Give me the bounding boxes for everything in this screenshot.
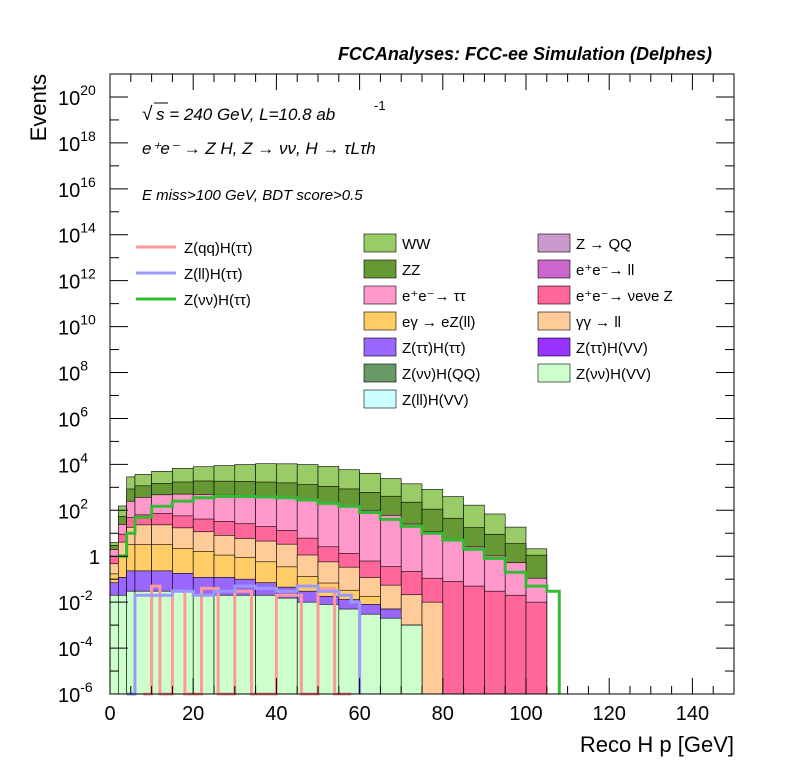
legend-fill-label: Z(νν)H(VV) <box>576 366 651 383</box>
legend-fill-swatch <box>363 389 397 409</box>
stack-bar <box>192 594 215 695</box>
legend-fill-label: Z(ττ)H(VV) <box>576 340 648 357</box>
y-tick-label: 1 <box>89 547 100 569</box>
legend-fill-label: Z(νν)H(QQ) <box>402 366 480 383</box>
legend-line-label: Z(ll)H(ττ) <box>184 266 243 283</box>
energy-lumi-exponent: -1 <box>374 98 386 113</box>
legend-fill-swatch <box>537 337 571 357</box>
stack-bar <box>442 581 464 695</box>
x-tick-label: 20 <box>182 703 204 725</box>
y-tick-label: 1010 <box>58 312 96 340</box>
x-axis-label: Reco H p [GeV] <box>580 732 734 757</box>
y-tick-label: 1018 <box>58 128 96 156</box>
y-tick-label: 1020 <box>58 82 96 110</box>
x-tick-label: 60 <box>348 703 370 725</box>
process-label: e⁺e⁻ → Z H, Z → νν, H → τLτh <box>142 139 376 158</box>
y-tick-label: 1016 <box>58 174 96 202</box>
stack-bar <box>109 594 119 695</box>
legend-fill-swatch <box>363 233 397 253</box>
legend-fill-swatch <box>537 363 571 383</box>
overlay-line-2 <box>118 494 561 694</box>
legend-fill-label: ZZ <box>402 262 420 279</box>
stack-bar <box>525 601 548 695</box>
legend-fill-label: e⁺e⁻→ ll <box>576 262 634 279</box>
y-tick-label: 1014 <box>58 220 96 248</box>
legend-fill-swatch <box>363 285 397 305</box>
y-tick-label: 102 <box>58 495 88 523</box>
stack-bar <box>276 597 298 695</box>
y-tick-label: 10-4 <box>58 633 93 661</box>
legend-fill-swatch <box>537 233 571 253</box>
x-tick-label: 120 <box>593 703 626 725</box>
y-tick-label: 10-2 <box>58 587 93 615</box>
selection-label: E miss>100 GeV, BDT score>0.5 <box>142 187 363 204</box>
stack-bar <box>380 617 402 695</box>
x-tick-label: 140 <box>676 703 709 725</box>
legend-line-label: Z(νν)H(ττ) <box>184 292 251 309</box>
stack-bar <box>421 601 444 695</box>
legend-fill-swatch <box>363 259 397 279</box>
legend-fill-swatch <box>363 311 397 331</box>
x-tick-label: 40 <box>265 703 287 725</box>
stack-bar <box>400 624 423 695</box>
legend: Z(qq)H(ττ) Z(ll)H(ττ) Z(νν)H(ττ) WW Z → QQ ZZ… <box>136 233 673 409</box>
stack-bar <box>463 585 485 695</box>
legend-fill-swatch <box>363 363 397 383</box>
y-tick-label: 104 <box>58 449 88 477</box>
overlay-line-1 <box>126 584 362 696</box>
legend-line-label: Z(qq)H(ττ) <box>184 240 253 257</box>
legend-fill-label: γγ → ll <box>576 314 621 331</box>
y-axis-label: Events <box>26 74 51 141</box>
legend-fill-swatch <box>537 311 571 331</box>
legend-fill-label: eγ → eZ(ll) <box>402 314 475 331</box>
legend-fill-swatch <box>363 337 397 357</box>
x-tick-label: 0 <box>104 703 115 725</box>
y-tick-label: 106 <box>58 403 88 431</box>
x-tick-label: 80 <box>432 703 454 725</box>
stack-bar <box>338 608 360 695</box>
legend-fill-label: e⁺e⁻→ νeνe Z <box>576 288 673 305</box>
axis-ticks: 0 20 40 60 80 100 120 140 1020 1018 1016 1014 1012 10… <box>58 73 735 725</box>
stack-bar <box>151 590 173 695</box>
stack-bar <box>172 590 194 695</box>
legend-fill-label: Z(ττ)H(ττ) <box>402 340 466 357</box>
stack-bar <box>484 590 506 695</box>
x-tick-label: 100 <box>509 703 542 725</box>
y-tick-label: 1012 <box>58 266 96 294</box>
legend-fill-label: WW <box>402 236 431 253</box>
legend-fill-swatch <box>537 259 571 279</box>
stack-bar <box>359 613 381 695</box>
stack-bar <box>504 594 527 695</box>
energy-lumi-label: s = 240 GeV, L=10.8 ab <box>156 105 335 124</box>
y-tick-label: 108 <box>58 358 88 386</box>
stack-bar <box>255 594 277 695</box>
sqrt-symbol: √ <box>142 104 153 125</box>
legend-fill-label: Z(ll)H(VV) <box>402 392 469 409</box>
legend-fill-label: Z → QQ <box>576 236 632 253</box>
stack-bar <box>134 590 152 695</box>
legend-fill-label: e⁺e⁻→ ττ <box>402 288 466 305</box>
chart-title: FCCAnalyses: FCC-ee Simulation (Delphes) <box>338 44 712 64</box>
stack-bar <box>118 594 127 695</box>
legend-fill-swatch <box>537 285 571 305</box>
y-tick-label: 10-6 <box>58 679 93 707</box>
